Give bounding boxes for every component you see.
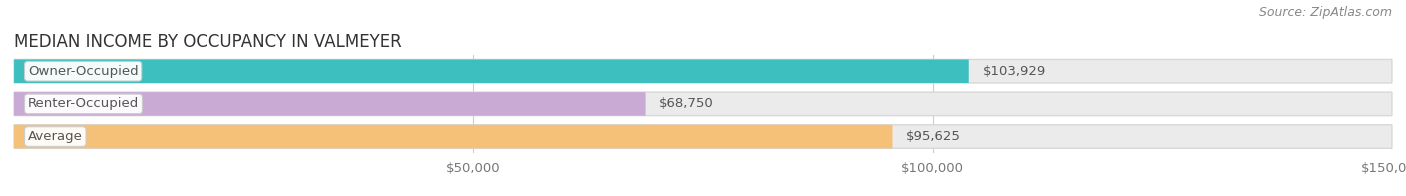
FancyBboxPatch shape [14, 59, 969, 83]
FancyBboxPatch shape [14, 125, 893, 148]
FancyBboxPatch shape [14, 92, 1392, 116]
Text: MEDIAN INCOME BY OCCUPANCY IN VALMEYER: MEDIAN INCOME BY OCCUPANCY IN VALMEYER [14, 33, 402, 51]
FancyBboxPatch shape [14, 125, 1392, 148]
Text: $68,750: $68,750 [659, 97, 714, 110]
Text: $103,929: $103,929 [983, 65, 1046, 78]
Text: Renter-Occupied: Renter-Occupied [28, 97, 139, 110]
Text: Average: Average [28, 130, 83, 143]
Text: $95,625: $95,625 [907, 130, 962, 143]
FancyBboxPatch shape [14, 92, 645, 116]
FancyBboxPatch shape [14, 59, 1392, 83]
Text: Owner-Occupied: Owner-Occupied [28, 65, 138, 78]
Text: Source: ZipAtlas.com: Source: ZipAtlas.com [1258, 6, 1392, 19]
